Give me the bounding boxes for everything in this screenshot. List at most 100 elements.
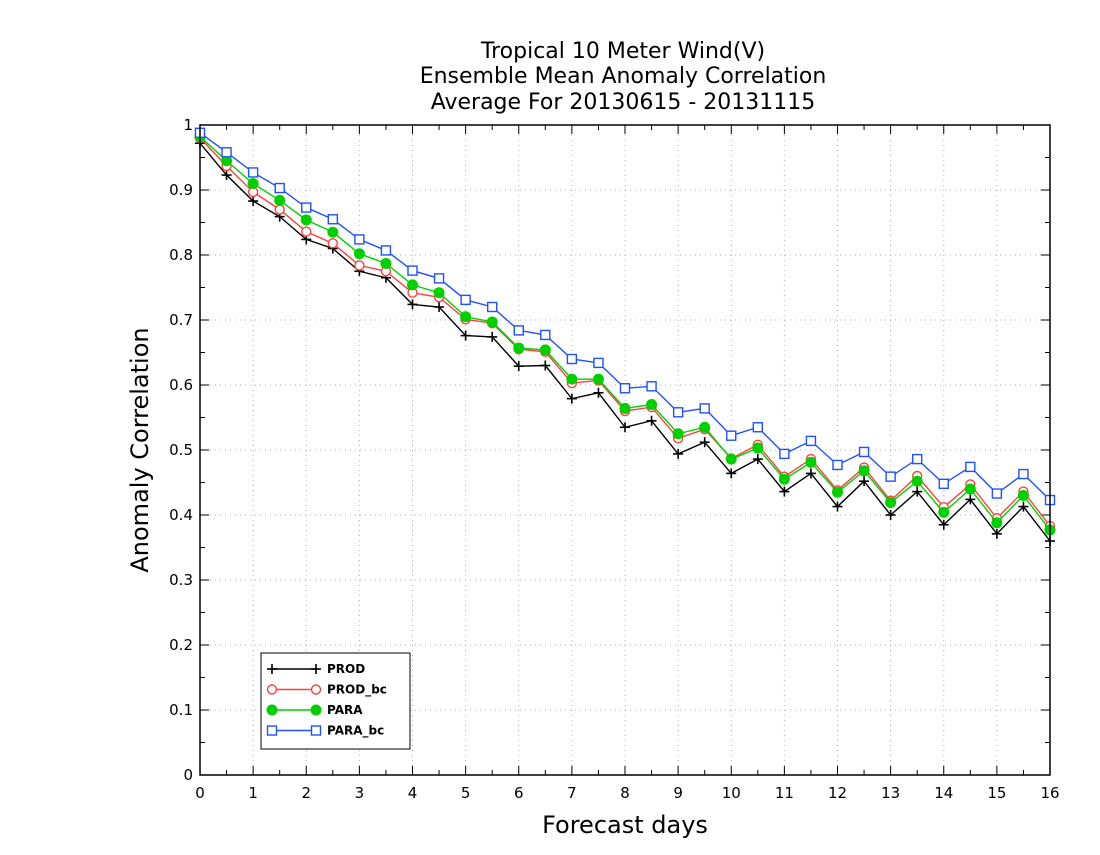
legend: PROD PROD_bc PARA PARA_bc <box>260 652 411 750</box>
data-point-para-bc <box>354 234 365 245</box>
y-tick-label: 0.4 <box>169 506 193 524</box>
data-point-para-bc <box>858 446 870 458</box>
data-point-prod <box>221 170 232 181</box>
data-point-prod <box>779 486 790 497</box>
data-point-para-bc <box>327 214 339 225</box>
data-point-para-bc <box>646 381 657 392</box>
data-point-prod <box>885 510 896 520</box>
legend-label-prod-bc: PROD_bc <box>327 683 387 698</box>
data-point-para-bc <box>540 329 551 341</box>
data-point-para <box>725 453 737 465</box>
x-tick-label: 3 <box>355 784 365 802</box>
data-point-para-bc <box>1018 468 1029 480</box>
y-tick-label: 0.1 <box>169 701 193 719</box>
y-axis-title: Anomaly Correlation <box>126 327 154 572</box>
data-point-para <box>964 483 976 495</box>
data-point-para <box>778 473 790 485</box>
y-tick-label: 0.3 <box>169 571 193 589</box>
data-point-para <box>274 194 286 206</box>
legend-item-prod: PROD <box>267 662 365 676</box>
data-point-para-bc <box>672 407 684 418</box>
data-point-prod <box>248 196 259 207</box>
legend-item-para: PARA <box>266 703 363 717</box>
data-point-prod <box>991 528 1002 539</box>
data-point-prod <box>593 387 604 398</box>
x-tick-label: 1 <box>248 784 258 802</box>
data-point-prod-bc <box>354 260 365 271</box>
data-point-para-bc <box>885 471 896 482</box>
data-point-para-bc <box>779 448 790 460</box>
data-point-prod <box>673 448 684 459</box>
y-tick-label: 0.5 <box>169 441 193 459</box>
data-point-para <box>805 456 817 468</box>
chart-title: Tropical 10 Meter Wind(V) Ensemble Mean … <box>420 39 827 115</box>
data-point-para-bc <box>513 325 524 336</box>
x-axis-tick-labels: 0 1 2 3 4 5 6 7 8 9 10 11 12 13 14 15 16 <box>195 784 1059 802</box>
data-point-para <box>991 517 1003 529</box>
data-point-para-bc <box>486 301 498 313</box>
data-point-prod <box>832 501 843 512</box>
y-tick-label: 0.8 <box>169 246 193 264</box>
data-point-prod <box>938 519 949 530</box>
data-point-para-bc <box>832 459 843 471</box>
data-point-prod <box>859 476 870 487</box>
legend-marker-start-prod <box>267 664 277 674</box>
x-tick-label: 9 <box>673 784 683 802</box>
data-point-para-bc <box>274 182 285 194</box>
data-point-para <box>380 257 392 269</box>
data-point-prod-bc <box>327 238 339 249</box>
plot-area-frame <box>199 124 1051 776</box>
chart-title-line-3: Average For 20130615 - 20131115 <box>431 90 816 115</box>
data-point-para <box>911 475 923 487</box>
data-point-para <box>486 316 498 328</box>
data-point-para-bc <box>407 265 418 276</box>
data-point-para <box>433 287 445 299</box>
x-tick-label: 15 <box>987 784 1006 802</box>
x-tick-label: 16 <box>1040 784 1059 802</box>
data-point-para <box>752 442 764 454</box>
x-tick-label: 14 <box>934 784 953 802</box>
y-tick-label: 0.2 <box>169 636 193 654</box>
y-tick-label: 0.7 <box>169 311 193 329</box>
data-point-prod <box>699 437 710 448</box>
data-point-para <box>353 248 365 260</box>
x-tick-label: 12 <box>828 784 847 802</box>
x-tick-label: 5 <box>461 784 471 802</box>
data-point-para <box>619 402 631 414</box>
data-point-para <box>938 506 950 518</box>
data-point-para <box>566 373 578 385</box>
legend-marker-end-prod <box>311 664 321 674</box>
data-point-para-bc <box>301 202 312 213</box>
data-point-para <box>858 465 870 477</box>
data-point-para <box>247 178 259 189</box>
legend-marker-start-para-bc <box>266 725 278 736</box>
data-point-prod <box>805 468 816 479</box>
data-point-para <box>407 279 418 291</box>
legend-marker-end-prod-bc <box>310 684 322 695</box>
data-point-para <box>646 399 658 410</box>
data-point-prod <box>513 361 524 372</box>
data-point-para <box>327 226 339 238</box>
data-point-para-bc <box>726 430 737 441</box>
data-point-prod <box>752 454 763 465</box>
data-point-para-bc <box>593 357 604 369</box>
data-point-prod-bc <box>274 204 285 215</box>
data-point-para-bc <box>752 422 764 433</box>
x-tick-label: 6 <box>514 784 524 802</box>
x-tick-label: 8 <box>620 784 630 802</box>
data-point-prod <box>1018 501 1029 512</box>
legend-marker-start-prod-bc <box>266 684 278 695</box>
data-point-para <box>539 344 551 356</box>
data-point-para <box>672 428 684 440</box>
data-point-para-bc <box>619 383 631 394</box>
data-point-para-bc <box>938 478 949 489</box>
data-point-prod-bc <box>301 226 312 237</box>
series-para <box>194 131 1056 536</box>
data-point-prod <box>487 331 498 342</box>
x-tick-label: 0 <box>195 784 205 802</box>
chart-title-line-1: Tropical 10 Meter Wind(V) <box>480 39 765 64</box>
data-point-para <box>513 342 525 354</box>
